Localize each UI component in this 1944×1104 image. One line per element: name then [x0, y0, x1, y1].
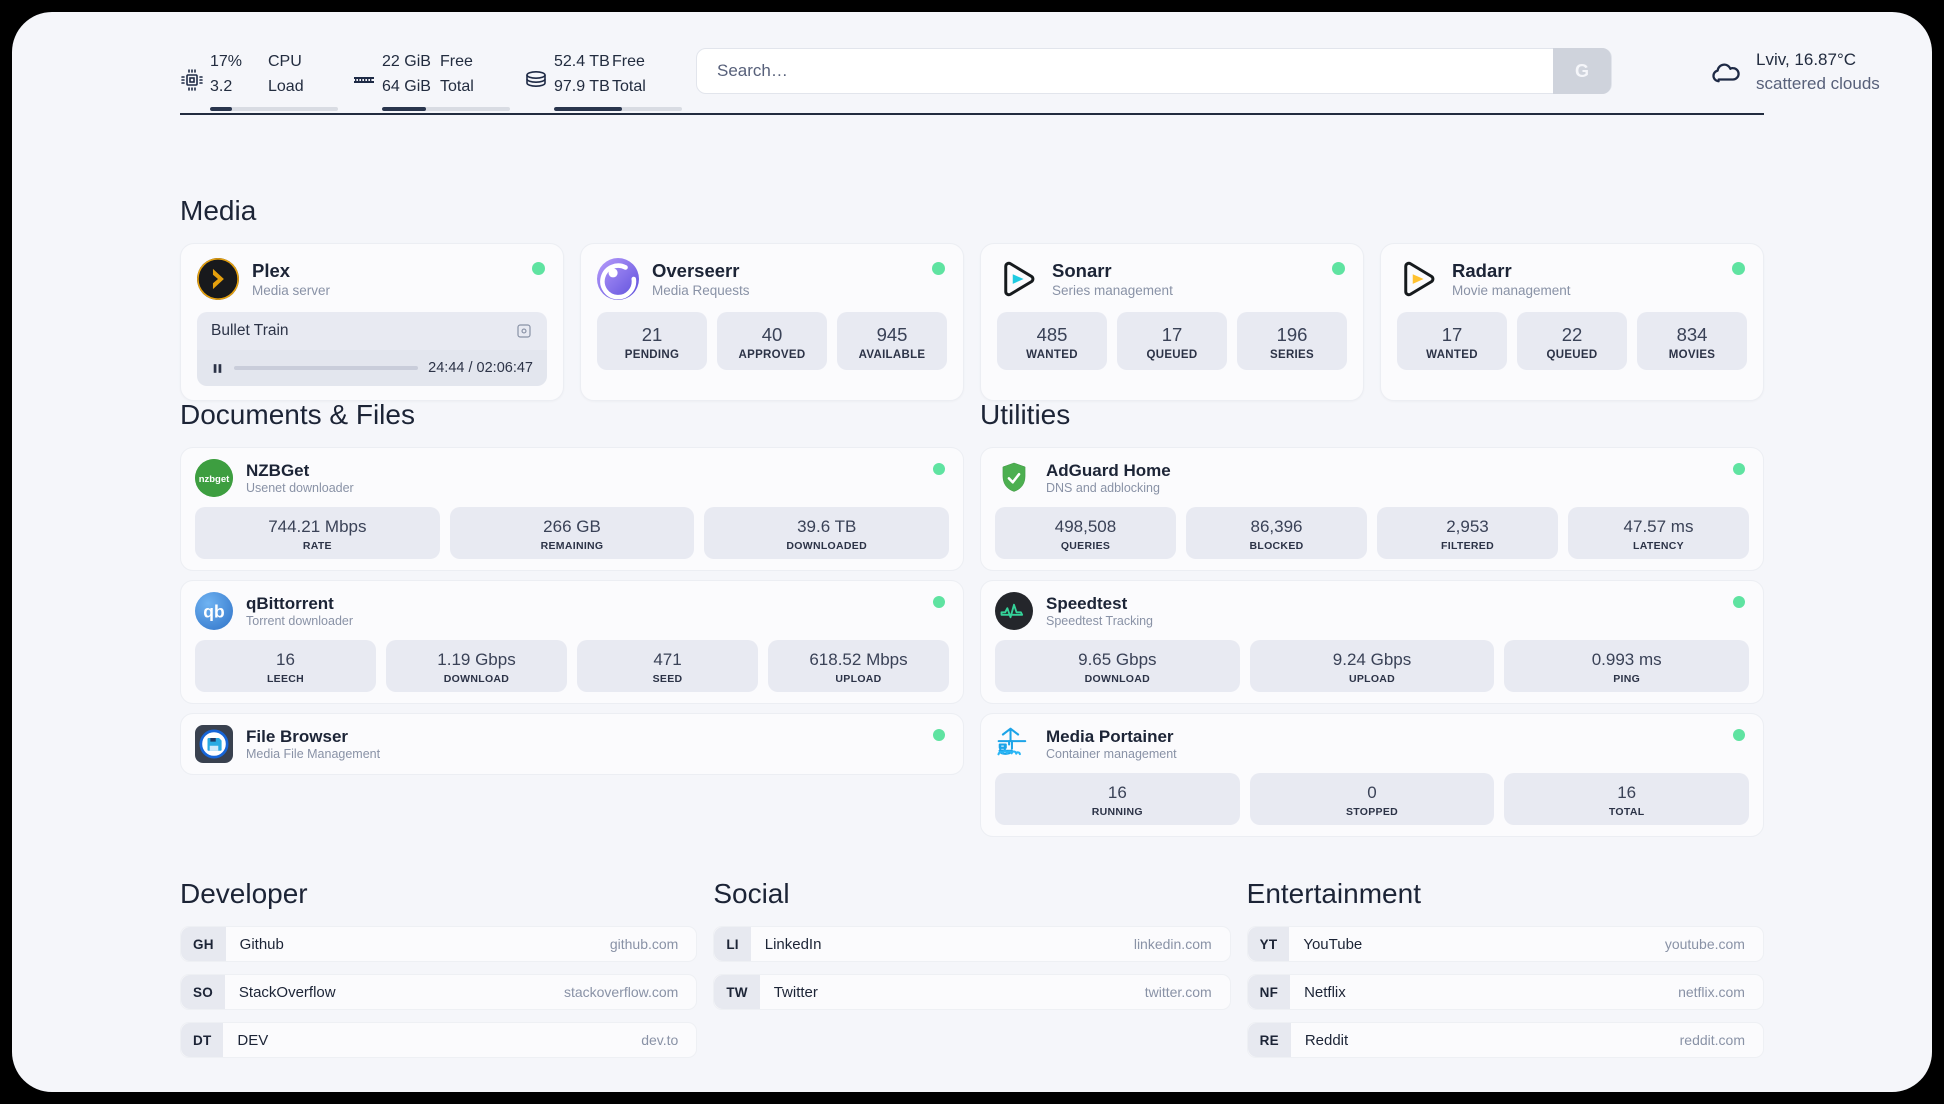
svg-text:qb: qb	[203, 601, 224, 621]
svg-text:nzbget: nzbget	[199, 474, 230, 485]
